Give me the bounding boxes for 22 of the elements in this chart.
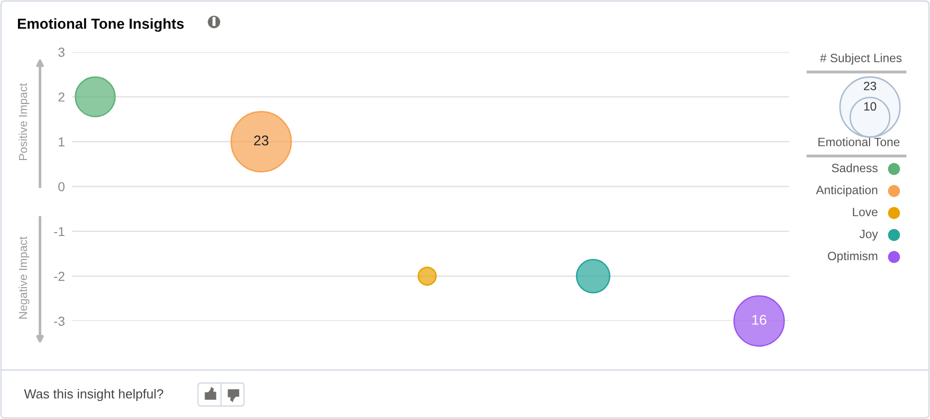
legend-label: Sadness: [832, 163, 878, 172]
y-tick-label: -3: [54, 316, 64, 326]
legend-label: Joy: [860, 230, 878, 241]
text: Positive Impact: [18, 83, 30, 160]
legend-label: 10: [864, 102, 876, 111]
text: Negative Impact: [18, 236, 30, 319]
y-tick-label: -1: [54, 227, 64, 236]
y-tick-label: 1: [58, 137, 64, 146]
text: Was this insight helpful?: [24, 388, 164, 402]
y-tick-label: 2: [58, 92, 64, 102]
y-tick-label: 3: [58, 48, 64, 57]
text: # Subject Lines: [820, 53, 902, 65]
legend-label: Optimism: [828, 251, 878, 263]
data-label: 23: [254, 136, 268, 146]
chart-title: Emotional Tone Insights: [18, 18, 184, 32]
y-tick-label: -2: [54, 272, 64, 281]
legend-label: 23: [864, 82, 876, 90]
legend-title: Emotional Tone: [818, 137, 900, 146]
legend-label: Love: [852, 208, 878, 216]
y-tick-label: 0: [58, 182, 65, 192]
data-label: 16: [752, 314, 766, 325]
legend-label: Anticipation: [816, 185, 878, 197]
